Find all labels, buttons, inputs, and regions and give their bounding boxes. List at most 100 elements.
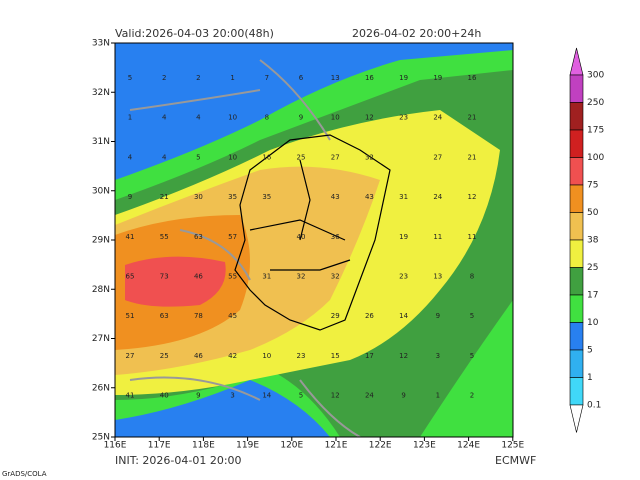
grid-value: 23 — [297, 352, 306, 360]
grid-value: 16 — [262, 153, 271, 161]
grid-value: 19 — [399, 233, 408, 241]
grid-value: 1 — [230, 74, 234, 82]
colorbar-box — [569, 157, 584, 186]
lat-label: 29N — [92, 236, 110, 246]
grid-value: 15 — [331, 352, 340, 360]
grid-value: 7 — [265, 74, 269, 82]
credit-label: GrADS/COLA — [2, 470, 47, 478]
grid-value: 9 — [436, 312, 440, 320]
grid-value: 4 — [128, 153, 133, 161]
colorbar-box — [569, 129, 584, 158]
grid-value: 31 — [399, 193, 408, 201]
grid-value: 4 — [162, 153, 167, 161]
grid-value: 41 — [126, 392, 135, 400]
grid-value: 73 — [160, 273, 169, 281]
lon-label: 121E — [325, 441, 348, 451]
grid-value: 2 — [196, 74, 200, 82]
grid-value: 10 — [262, 352, 271, 360]
grid-value: 8 — [265, 114, 269, 122]
lon-label: 120E — [280, 441, 303, 451]
colorbar-label: 50 — [587, 208, 599, 218]
grid-value: 11 — [468, 233, 477, 241]
lat-label: 31N — [92, 137, 110, 147]
lat-label: 32N — [92, 88, 110, 98]
colorbar-label: 250 — [587, 98, 604, 108]
lon-label: 124E — [457, 441, 480, 451]
colorbar-label: 1 — [587, 373, 593, 383]
grid-value: 55 — [228, 273, 237, 281]
grid-value: 3 — [230, 392, 234, 400]
colorbar-label: 0.1 — [587, 401, 601, 411]
grid-value: 63 — [194, 233, 203, 241]
grid-value: 17 — [365, 352, 374, 360]
colorbar-box — [569, 322, 584, 351]
grid-value: 1 — [436, 392, 440, 400]
grid-value: 35 — [262, 193, 271, 201]
grid-value: 31 — [262, 273, 271, 281]
colorbar-box — [569, 377, 584, 406]
grid-value: 5 — [470, 352, 474, 360]
grid-value: 42 — [228, 352, 237, 360]
lat-label: 27N — [92, 334, 110, 344]
colorbar-label: 17 — [587, 291, 598, 301]
colorbar-label: 25 — [587, 263, 598, 273]
precip-field — [115, 43, 513, 437]
colorbar-box — [569, 267, 584, 296]
grid-value: 3 — [436, 352, 440, 360]
grid-value: 23 — [399, 114, 408, 122]
colorbar-label: 175 — [587, 126, 604, 136]
lon-label: 119E — [236, 441, 259, 451]
grid-value: 24 — [433, 114, 442, 122]
grid-value: 12 — [331, 392, 340, 400]
colorbar-label: 100 — [587, 153, 604, 163]
colorbar-label: 5 — [587, 346, 593, 356]
grid-value: 78 — [194, 312, 203, 320]
grid-value: 24 — [365, 392, 374, 400]
grid-value: 43 — [365, 193, 374, 201]
grid-value: 14 — [262, 392, 271, 400]
grid-value: 32 — [331, 273, 340, 281]
grid-value: 2 — [470, 392, 474, 400]
grid-value: 10 — [228, 114, 237, 122]
grid-value: 46 — [194, 273, 203, 281]
lon-label: 123E — [413, 441, 436, 451]
grid-value: 5 — [470, 312, 474, 320]
lat-label: 28N — [92, 285, 110, 295]
grid-value: 10 — [331, 114, 340, 122]
colorbar-label: 10 — [587, 318, 599, 328]
grid-value: 27 — [126, 352, 135, 360]
grid-value: 19 — [399, 74, 408, 82]
grid-value: 5 — [128, 74, 132, 82]
grid-value: 14 — [399, 312, 408, 320]
grid-value: 11 — [433, 233, 442, 241]
grid-value: 1 — [128, 114, 132, 122]
grid-value: 21 — [468, 114, 477, 122]
grid-value: 8 — [470, 273, 474, 281]
colorbar-label: 300 — [587, 71, 604, 81]
grid-value: 5 — [299, 392, 303, 400]
grid-value: 2 — [162, 74, 166, 82]
grid-value: 35 — [228, 193, 237, 201]
lon-label: 118E — [192, 441, 215, 451]
model-label: ECMWF — [495, 454, 536, 467]
colorbar-label: 75 — [587, 181, 598, 191]
grid-value: 27 — [433, 153, 442, 161]
grid-value: 63 — [160, 312, 169, 320]
grid-value: 12 — [468, 193, 477, 201]
grid-value: 6 — [299, 74, 304, 82]
colorbar-box — [569, 102, 584, 131]
grid-value: 19 — [433, 74, 442, 82]
grid-value: 40 — [297, 233, 306, 241]
lon-label: 125E — [501, 441, 524, 451]
grid-value: 25 — [297, 153, 306, 161]
lat-label: 30N — [92, 186, 110, 196]
grid-value: 24 — [433, 193, 442, 201]
grid-value: 10 — [228, 153, 237, 161]
init-label: INIT: 2026-04-01 20:00 — [115, 454, 242, 467]
colorbar-box — [569, 349, 584, 378]
grid-value: 32 — [297, 273, 306, 281]
grid-value: 4 — [196, 114, 201, 122]
colorbar-label: 38 — [587, 236, 599, 246]
valid-label: Valid:2026-04-03 20:00(48h) — [115, 27, 274, 40]
